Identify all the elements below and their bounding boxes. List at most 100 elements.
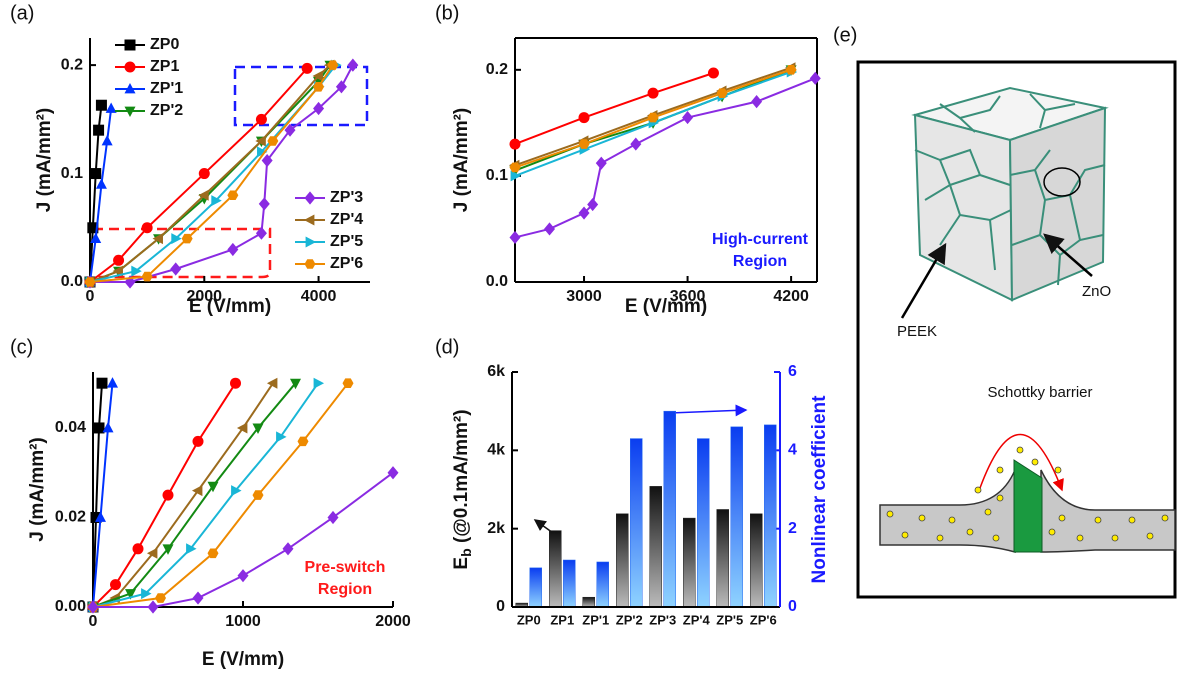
marker <box>193 591 204 604</box>
bar <box>750 514 762 607</box>
marker <box>238 569 249 582</box>
x-tick-label: 0 <box>86 288 95 305</box>
bar <box>697 439 709 607</box>
marker <box>102 135 113 145</box>
y-tick-label: 6 <box>788 363 797 380</box>
panel-label: (e) <box>833 24 857 46</box>
series-line <box>93 383 102 607</box>
marker <box>579 112 590 123</box>
bar <box>616 514 628 607</box>
bar <box>563 560 575 607</box>
annotation: Region <box>318 581 372 598</box>
x-tick-label: 4200 <box>773 288 809 305</box>
panel-label: (b) <box>435 2 459 24</box>
marker <box>596 157 607 170</box>
x-tick-label: ZP'3 <box>649 612 676 627</box>
label: Schottky barrier <box>987 384 1092 401</box>
marker <box>510 139 521 150</box>
y-axis-title-sub: b <box>458 548 474 557</box>
y-axis-title-part: E <box>451 557 472 570</box>
marker <box>810 72 821 85</box>
y-axis-title: J (mA/mm²) <box>27 437 48 542</box>
y-tick-label: 6k <box>487 363 505 380</box>
marker <box>142 222 153 233</box>
annotation: High-current <box>712 231 809 248</box>
marker <box>283 542 294 555</box>
legend-marker <box>304 215 314 226</box>
marker <box>90 168 101 179</box>
series-line <box>90 65 333 282</box>
marker <box>237 422 247 433</box>
legend-marker <box>125 62 136 73</box>
y2-axis-title: Nonlinear coefficient <box>809 395 830 584</box>
bar <box>664 411 676 607</box>
y-axis-title: J (mA/mm²) <box>34 108 55 213</box>
bar <box>650 486 662 607</box>
panel-label: (d) <box>435 336 459 358</box>
y-axis-title: Eb (@0.1mA/mm²) <box>451 409 474 569</box>
y-tick-label: 0 <box>788 598 797 615</box>
legend-label: ZP1 <box>150 58 179 75</box>
y-tick-label: 0.1 <box>61 165 83 182</box>
y-tick-label: 0.00 <box>55 598 86 615</box>
annotation: Region <box>733 253 787 270</box>
y-tick-label: 2k <box>487 520 505 537</box>
y-tick-label: 0.2 <box>486 61 508 78</box>
marker <box>267 378 277 389</box>
marker <box>682 111 693 124</box>
marker <box>751 95 762 108</box>
series-line <box>90 68 307 282</box>
x-tick-label: 2000 <box>375 613 411 630</box>
marker <box>170 262 181 275</box>
marker <box>314 378 324 389</box>
marker <box>347 59 358 72</box>
legend-marker <box>305 191 316 204</box>
marker <box>510 231 521 244</box>
marker <box>328 511 339 524</box>
x-tick-label: 4000 <box>301 288 337 305</box>
marker <box>302 63 313 74</box>
bar <box>530 568 542 607</box>
bar <box>549 531 561 607</box>
y-tick-label: 0.04 <box>55 419 86 436</box>
y-axis-title-part: (@0.1mA/mm²) <box>451 409 472 548</box>
marker <box>648 88 659 99</box>
legend-label: ZP'4 <box>330 211 363 228</box>
series-line <box>90 65 353 282</box>
y-axis-title: J (mA/mm²) <box>451 108 472 213</box>
series-line <box>90 65 330 282</box>
x-tick-label: 0 <box>89 613 98 630</box>
legend-label: ZP'5 <box>330 233 363 250</box>
marker <box>544 222 555 235</box>
x-axis-title: E (V/mm) <box>202 649 284 670</box>
x-tick-label: ZP'4 <box>683 612 711 627</box>
bar <box>731 427 743 607</box>
y-tick-label: 0.1 <box>486 167 508 184</box>
bar <box>583 597 595 607</box>
legend-marker <box>305 259 316 269</box>
bar <box>597 562 609 607</box>
marker <box>148 600 159 613</box>
x-axis-title: E (V/mm) <box>189 296 271 317</box>
figure: (a) (b) (c) (d) (e) PEEK ZnO Schottky ba… <box>0 0 1179 675</box>
marker <box>133 543 144 554</box>
marker <box>276 431 286 442</box>
label: PEEK <box>897 323 937 340</box>
diagram: PEEK ZnO Schottky barrier <box>858 62 1175 597</box>
marker <box>630 137 641 150</box>
marker <box>113 255 124 266</box>
x-tick-label: ZP'2 <box>616 612 643 627</box>
marker <box>192 485 202 496</box>
x-tick-label: 1000 <box>225 613 261 630</box>
arrow <box>670 410 746 413</box>
x-tick-label: 3000 <box>566 288 602 305</box>
bar <box>717 509 729 607</box>
marker <box>93 125 104 136</box>
marker <box>163 490 174 501</box>
series-line <box>90 65 330 282</box>
legend-label: ZP'3 <box>330 189 363 206</box>
x-tick-label: ZP1 <box>550 612 574 627</box>
y-tick-label: 4 <box>788 442 797 459</box>
marker <box>230 378 241 389</box>
legend-label: ZP'2 <box>150 102 183 119</box>
